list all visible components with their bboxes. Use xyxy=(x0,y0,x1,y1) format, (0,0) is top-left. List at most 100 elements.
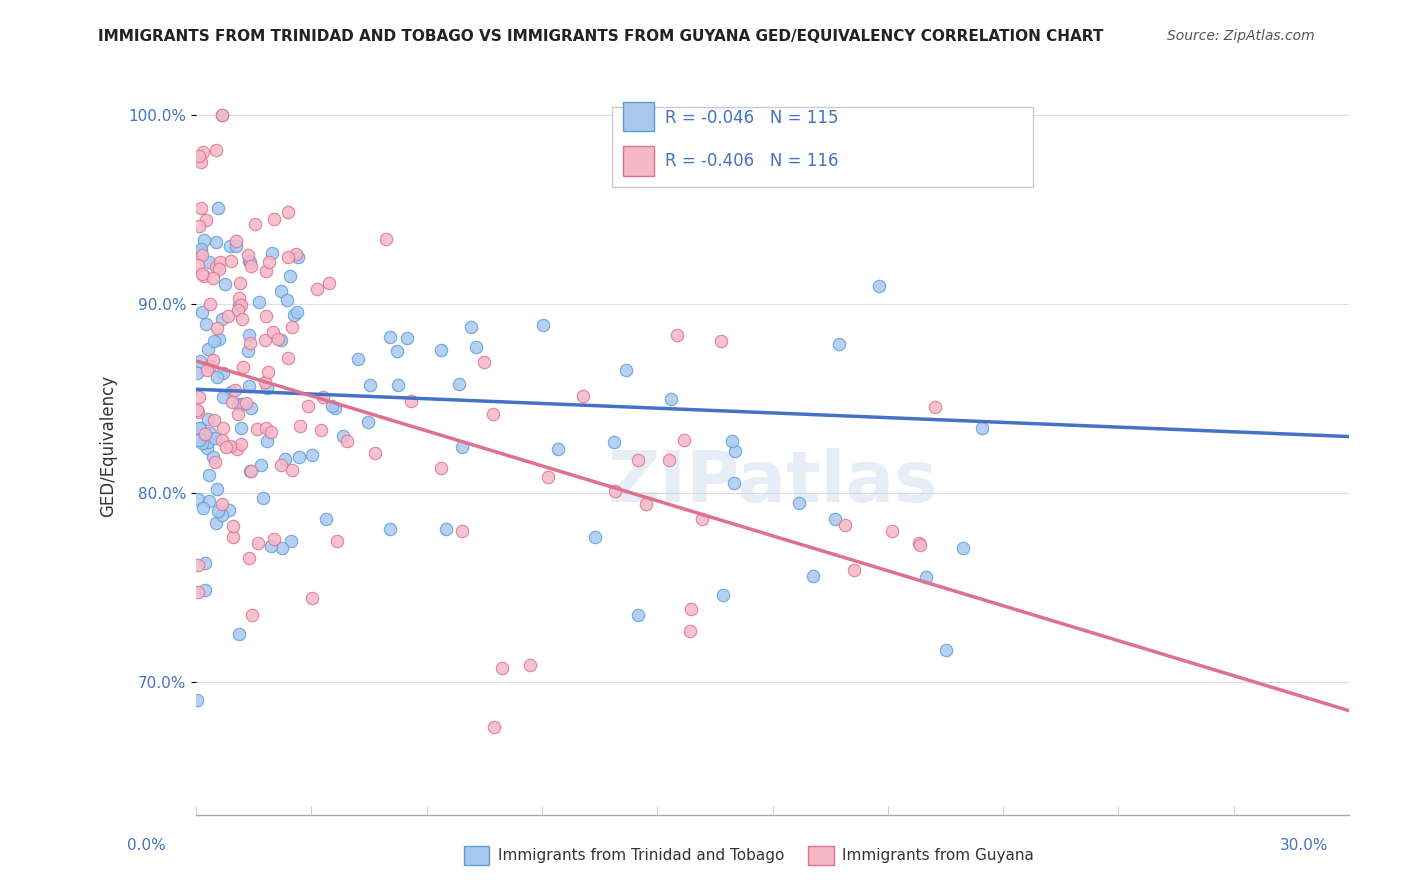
Point xyxy=(198,468,221,483)
Point xyxy=(447,377,470,392)
Point xyxy=(222,518,245,533)
Point xyxy=(228,291,250,305)
Point xyxy=(464,340,486,354)
Point xyxy=(193,500,215,515)
Point xyxy=(226,407,249,421)
Point xyxy=(214,277,236,291)
Text: R = -0.406   N = 116: R = -0.406 N = 116 xyxy=(665,152,838,169)
Text: R = -0.046   N = 115: R = -0.046 N = 115 xyxy=(665,109,838,127)
Point xyxy=(193,233,215,247)
Point xyxy=(837,165,859,179)
Point xyxy=(270,284,292,298)
Point xyxy=(194,582,217,597)
Point xyxy=(212,421,235,435)
Point xyxy=(484,720,506,734)
Point xyxy=(482,407,505,421)
Point xyxy=(263,212,285,227)
Point xyxy=(336,434,359,448)
Point xyxy=(219,254,242,268)
Point xyxy=(211,108,233,122)
Text: Source: ZipAtlas.com: Source: ZipAtlas.com xyxy=(1167,29,1315,44)
Point xyxy=(231,311,253,326)
Point xyxy=(198,297,221,311)
Point xyxy=(274,452,297,467)
Point xyxy=(387,378,409,392)
Point xyxy=(679,624,702,639)
Point xyxy=(253,375,276,389)
Point xyxy=(238,254,260,268)
Point xyxy=(193,268,215,283)
Point xyxy=(217,310,239,324)
Point xyxy=(187,491,209,506)
Point xyxy=(627,453,650,467)
Point xyxy=(254,421,277,435)
Point xyxy=(201,352,224,367)
Point xyxy=(935,643,957,657)
Point xyxy=(194,428,217,442)
Point xyxy=(252,491,274,506)
Point xyxy=(221,384,243,399)
Point xyxy=(519,657,541,672)
Text: Immigrants from Guyana: Immigrants from Guyana xyxy=(842,848,1033,863)
Point xyxy=(198,426,221,441)
Point xyxy=(190,436,212,450)
Point xyxy=(364,445,387,459)
Point xyxy=(723,476,745,491)
Point xyxy=(187,558,209,572)
Point xyxy=(205,516,228,530)
Point xyxy=(254,264,277,278)
Point xyxy=(710,334,733,348)
Point xyxy=(430,343,453,357)
Point xyxy=(194,427,217,442)
Point xyxy=(239,254,262,268)
Point xyxy=(868,279,890,293)
Point xyxy=(207,201,229,215)
Point xyxy=(225,239,247,253)
Point xyxy=(801,569,824,583)
Point xyxy=(277,205,299,219)
Point xyxy=(262,325,284,339)
Point xyxy=(301,591,323,605)
Point xyxy=(301,448,323,462)
Point xyxy=(208,261,231,276)
Point xyxy=(880,524,903,538)
Point xyxy=(194,317,217,331)
Point xyxy=(834,518,856,533)
Point xyxy=(257,255,280,269)
Point xyxy=(205,235,228,249)
Point xyxy=(658,452,681,467)
Point xyxy=(236,248,259,262)
Point xyxy=(243,217,266,231)
Point xyxy=(188,421,211,435)
Point xyxy=(190,201,212,215)
Point xyxy=(531,318,554,332)
Point xyxy=(297,400,319,414)
Point xyxy=(572,389,595,403)
Point xyxy=(332,429,354,443)
Point xyxy=(204,455,226,469)
Text: 30.0%: 30.0% xyxy=(1281,838,1329,853)
Point xyxy=(197,493,219,508)
Point xyxy=(187,433,209,447)
Point xyxy=(238,378,260,392)
Point xyxy=(188,390,211,404)
Point xyxy=(212,366,235,380)
Point xyxy=(204,143,226,157)
Point xyxy=(288,450,311,464)
Point xyxy=(659,392,682,406)
Point xyxy=(205,260,228,275)
Point xyxy=(191,248,214,262)
Point xyxy=(239,464,262,478)
Point xyxy=(256,434,278,448)
Point xyxy=(602,434,624,449)
Point xyxy=(190,154,212,169)
Point xyxy=(226,442,249,456)
Point xyxy=(247,295,270,310)
Point xyxy=(239,401,262,415)
Point xyxy=(583,531,606,545)
Point xyxy=(186,366,208,380)
Point xyxy=(283,308,305,322)
Point xyxy=(256,381,278,395)
Point xyxy=(359,378,381,392)
Point xyxy=(205,321,228,335)
